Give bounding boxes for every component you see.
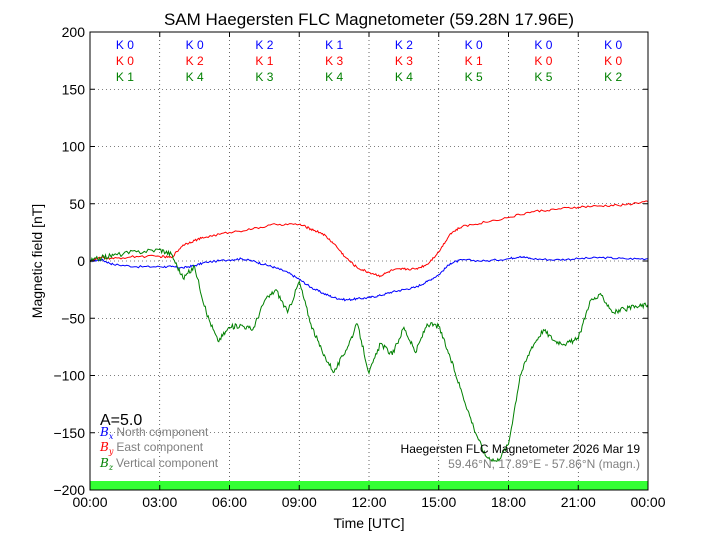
k-index-value: K 0	[604, 38, 622, 52]
series-line-vertical	[90, 248, 648, 463]
x-tick-label: 06:00	[212, 494, 247, 510]
k-index-value: K 1	[255, 54, 273, 68]
k-index-value: K 0	[604, 54, 622, 68]
x-tick-label: 12:00	[351, 494, 386, 510]
chart-title: SAM Haegersten FLC Magnetometer (59.28N …	[164, 10, 574, 29]
k-index-value: K 5	[534, 70, 552, 84]
k-index-value: K 5	[465, 70, 483, 84]
k-index-value: K 3	[255, 70, 273, 84]
k-index-value: K 4	[186, 70, 204, 84]
k-index-value: K 0	[186, 38, 204, 52]
y-axis: −200 −150 −100 −50 0 50 100 150 200	[53, 24, 648, 498]
k-index-value: K 1	[465, 54, 483, 68]
k-index-value: K 0	[116, 54, 134, 68]
k-index-value: K 2	[604, 70, 622, 84]
y-tick-label: 200	[62, 24, 86, 40]
k-index-value: K 0	[534, 38, 552, 52]
x-tick-label: 03:00	[142, 494, 177, 510]
k-index-value: K 0	[534, 54, 552, 68]
y-tick-label: −100	[53, 368, 85, 384]
y-tick-label: −150	[53, 425, 85, 441]
x-tick-label: 15:00	[421, 494, 456, 510]
k-index-table: K 0 K 0 K 2 K 1 K 2 K 0 K 0 K 0 K 0 K 2 K 1 K 3 K 3 K…	[116, 38, 623, 84]
y-axis-label: Magnetic field [nT]	[29, 204, 45, 318]
k-index-value: K 4	[325, 70, 343, 84]
y-tick-label: −50	[61, 310, 85, 326]
k-index-value: K 2	[395, 38, 413, 52]
x-tick-label: 18:00	[491, 494, 526, 510]
x-axis: 00:00 03:00 06:00 09:00 12:00 15:00 18:00 21:00…	[72, 32, 666, 510]
series-line-east	[90, 200, 648, 278]
a-index-label: A=5.0	[100, 412, 142, 429]
y-tick-label: −200	[53, 482, 85, 498]
k-index-value: K 1	[116, 70, 134, 84]
legend-entry: Bz Vertical component	[99, 456, 219, 472]
y-tick-label: 100	[62, 139, 86, 155]
legend-entry: By East component	[99, 440, 204, 456]
x-axis-label: Time [UTC]	[333, 515, 404, 531]
y-tick-label: 0	[77, 253, 85, 269]
k-index-value: K 2	[255, 38, 273, 52]
k-index-value: K 0	[116, 38, 134, 52]
y-tick-label: 150	[62, 81, 86, 97]
x-tick-label: 21:00	[561, 494, 596, 510]
series-line-north	[90, 255, 648, 302]
k-index-value: K 0	[465, 38, 483, 52]
k-index-value: K 1	[325, 38, 343, 52]
k-index-value: K 3	[325, 54, 343, 68]
footer-station-date: Haegersten FLC Magnetometer 2026 Mar 19	[401, 442, 641, 456]
k-index-value: K 4	[395, 70, 413, 84]
x-tick-label: 09:00	[282, 494, 317, 510]
k-index-value: K 3	[395, 54, 413, 68]
x-tick-label: 00:00	[72, 494, 107, 510]
grid-lines	[90, 32, 648, 490]
footer-coordinates: 59.46°N, 17.89°E - 57.86°N (magn.)	[448, 457, 640, 471]
legend-entry: Bx North component	[99, 425, 209, 441]
x-tick-label: 00:00	[630, 494, 665, 510]
k-index-value: K 2	[186, 54, 204, 68]
series-layer	[90, 200, 648, 463]
y-tick-label: 50	[69, 196, 85, 212]
